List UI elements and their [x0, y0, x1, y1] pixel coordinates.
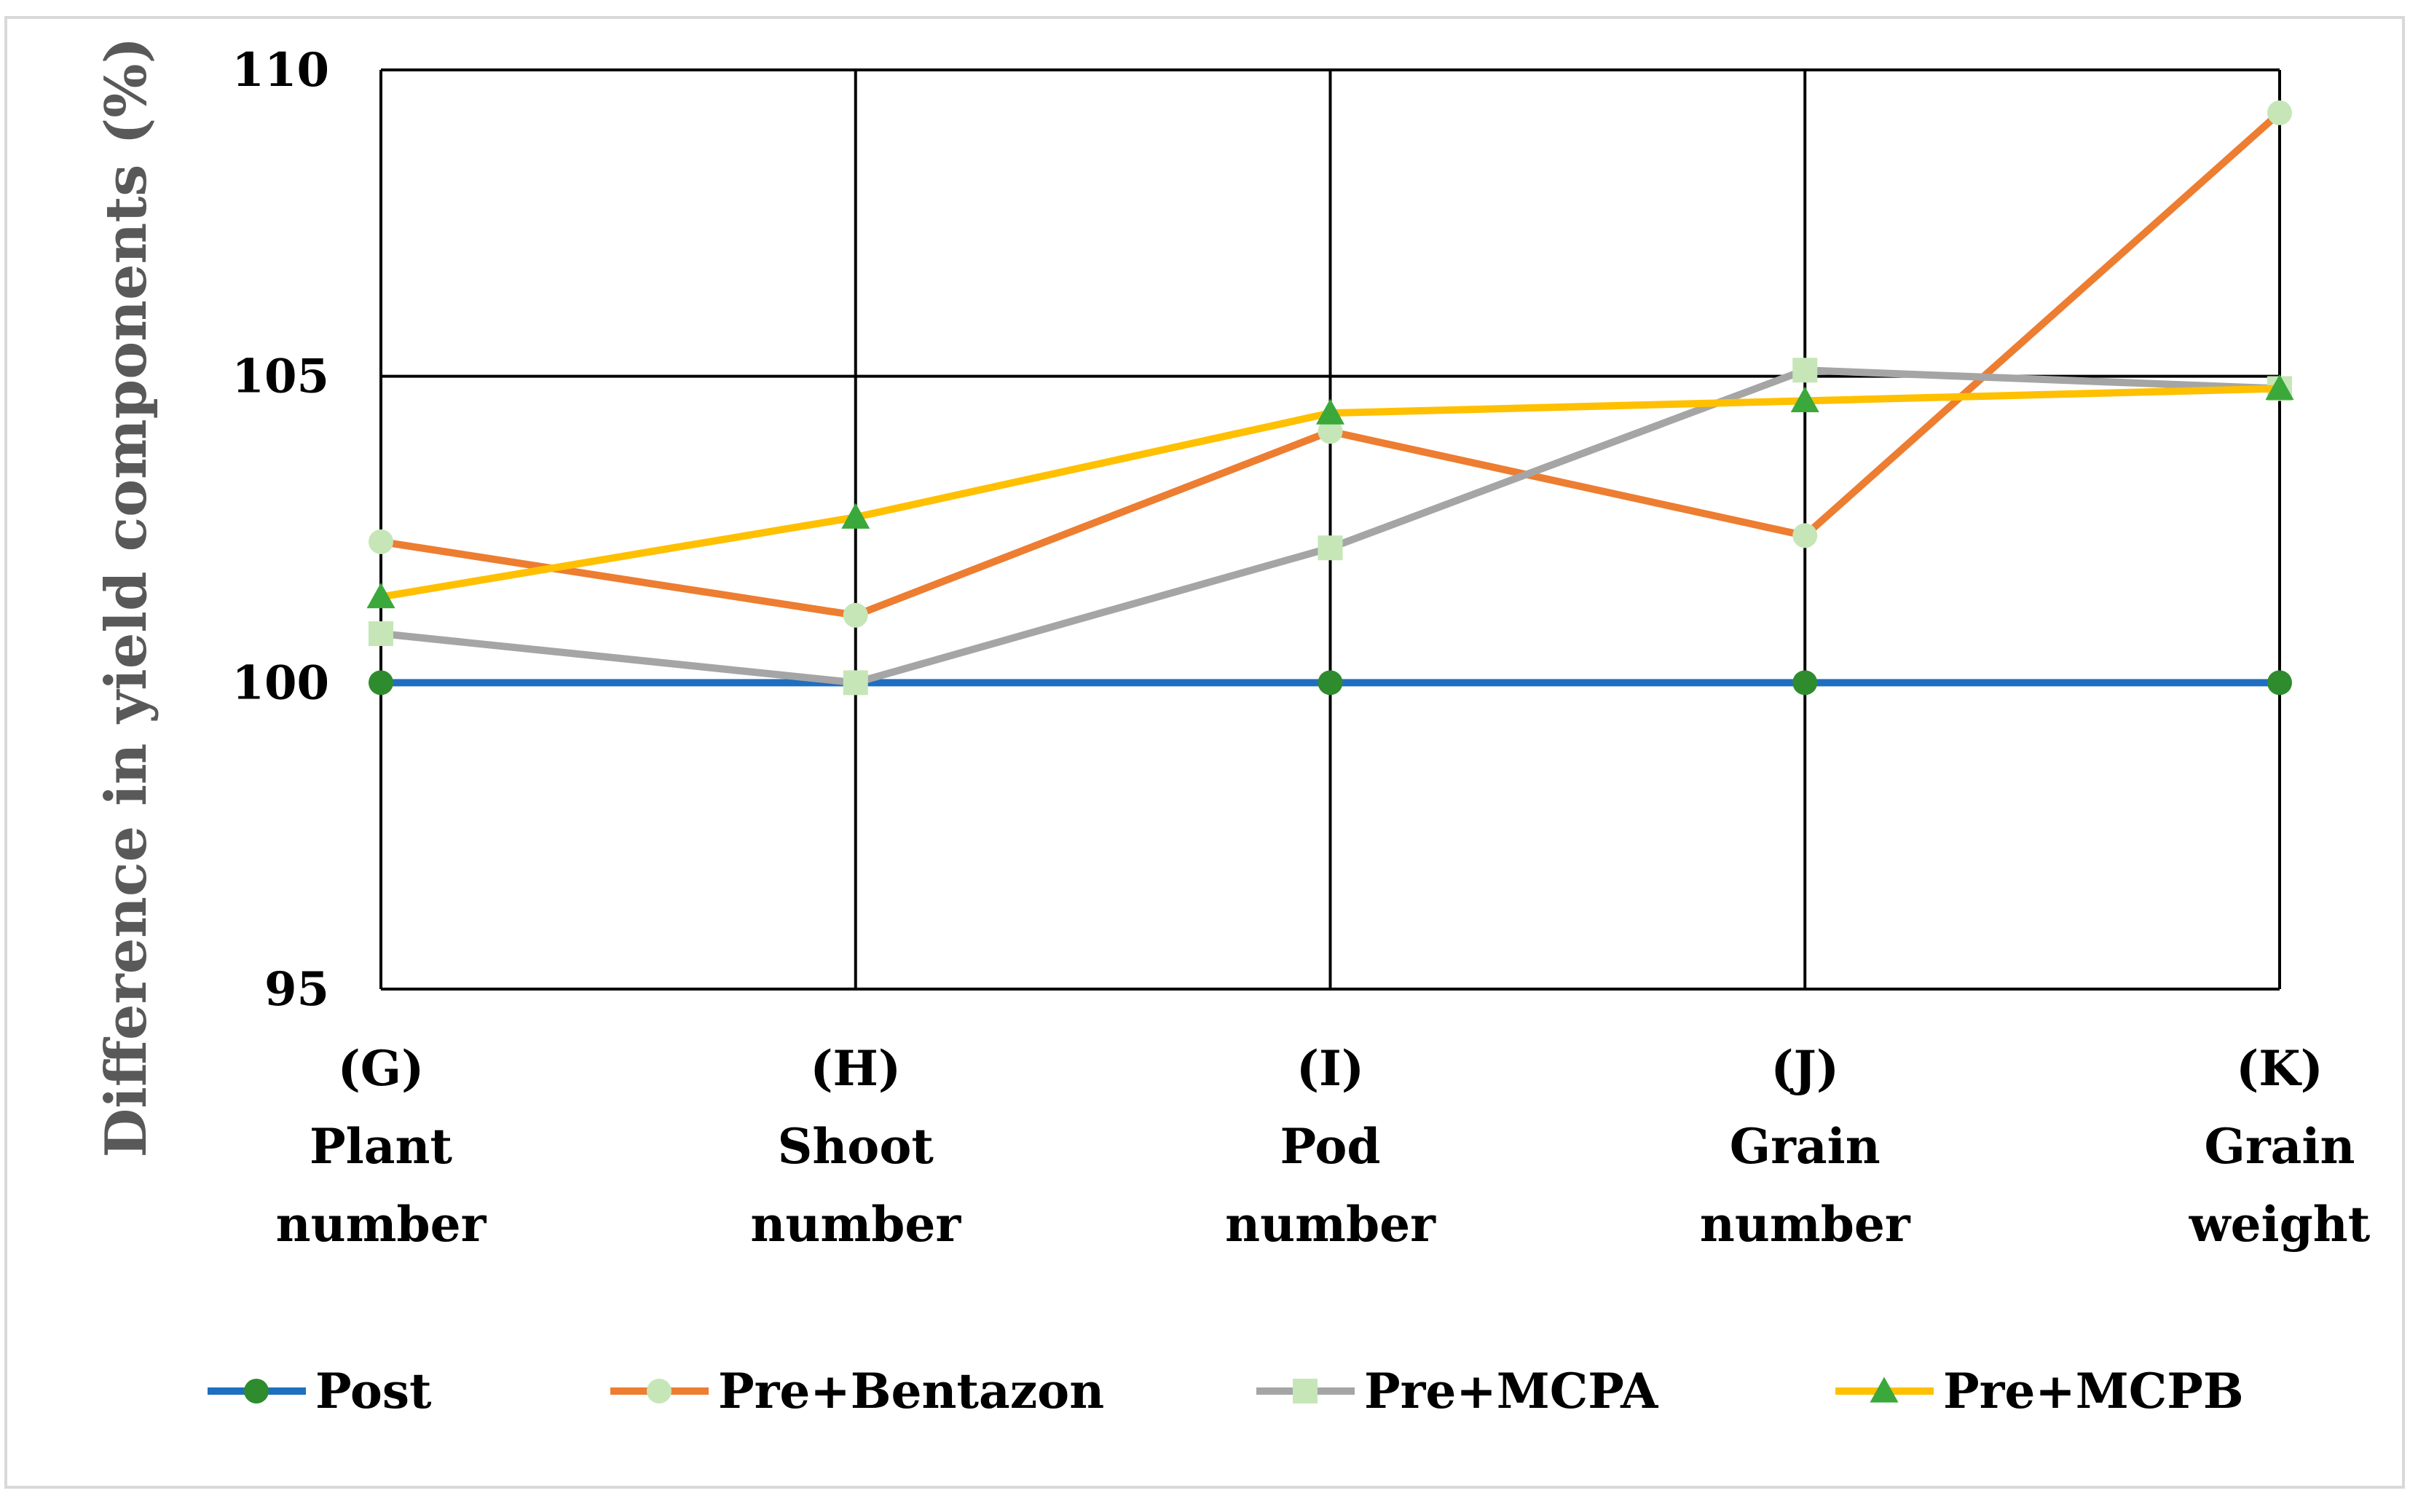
data-point-pre-mcpa	[843, 670, 868, 696]
category-label-line1: Plant	[310, 1118, 452, 1175]
data-point-pre-mcpa	[1318, 535, 1343, 561]
category-code-label: (H)	[810, 1040, 901, 1097]
series-post	[369, 670, 2292, 696]
category-label-line1: Grain	[2205, 1118, 2355, 1175]
data-point-pre-mcpb	[841, 503, 870, 529]
data-point-post	[1318, 670, 1343, 696]
category-label-line2: number	[276, 1196, 487, 1253]
y-tick-label: 105	[232, 350, 329, 404]
legend: Post Pre+Bentazon Pre+MCPA Pre+MCPB	[208, 1363, 2244, 1420]
series-pre-mcpb	[366, 374, 2294, 609]
category-label-line2: number	[750, 1196, 961, 1253]
legend-marker-pre-mcpb	[1870, 1377, 1899, 1403]
data-point-pre-bentazon	[1792, 523, 1818, 548]
category-label-line2: number	[1225, 1196, 1436, 1253]
y-tick-labels: 95 100 105 110	[232, 43, 329, 1017]
data-point-pre-mcpa	[1792, 358, 1818, 383]
series-group	[366, 100, 2294, 696]
legend-item-pre-mcpa: Pre+MCPA	[1256, 1363, 1658, 1420]
category-label-line1: Grain	[1730, 1118, 1881, 1175]
category-code-label: (G)	[338, 1040, 425, 1097]
category-label-line1: Shoot	[778, 1118, 934, 1175]
legend-label-pre-bentazon: Pre+Bentazon	[718, 1363, 1104, 1420]
category-label-line2: number	[1700, 1196, 1911, 1253]
data-point-pre-mcpb	[1315, 398, 1345, 425]
x-category-labels: (G) Plant number (H) Shoot number (I) Pod number…	[276, 1040, 2371, 1253]
legend-item-post: Post	[208, 1363, 432, 1420]
chart-frame	[4, 16, 2405, 1489]
category-label-line2: weight	[2189, 1196, 2371, 1253]
legend-marker-pre-mcpa	[1293, 1379, 1318, 1403]
legend-label-pre-mcpa: Pre+MCPA	[1364, 1363, 1658, 1420]
data-point-pre-mcpb	[1790, 386, 1819, 412]
data-point-pre-bentazon	[2267, 100, 2292, 125]
legend-item-pre-bentazon: Pre+Bentazon	[610, 1363, 1104, 1420]
data-point-post	[1792, 670, 1818, 696]
data-point-pre-bentazon	[843, 602, 868, 628]
legend-marker-pre-bentazon	[647, 1379, 672, 1403]
legend-label-pre-mcpb: Pre+MCPB	[1943, 1363, 2244, 1420]
data-point-pre-mcpb	[2265, 374, 2294, 401]
data-point-pre-bentazon	[369, 529, 393, 554]
y-tick-label: 95	[264, 962, 329, 1017]
legend-marker-post	[244, 1379, 269, 1403]
data-point-pre-mcpb	[366, 582, 395, 609]
grid	[379, 68, 2281, 991]
data-point-pre-bentazon	[1318, 419, 1343, 444]
legend-item-pre-mcpb: Pre+MCPB	[1835, 1363, 2244, 1420]
category-code-label: (I)	[1296, 1040, 1364, 1097]
data-point-post	[2267, 670, 2292, 696]
data-point-pre-mcpa	[369, 621, 393, 647]
y-tick-label: 100	[232, 655, 329, 710]
category-code-label: (K)	[2236, 1040, 2323, 1097]
legend-label-post: Post	[315, 1363, 432, 1420]
y-axis-label: Difference in yield components (%)	[93, 37, 160, 1158]
data-point-post	[369, 670, 393, 696]
category-label-line1: Pod	[1280, 1118, 1380, 1175]
category-code-label: (J)	[1771, 1040, 1839, 1097]
y-tick-label: 110	[232, 43, 329, 98]
